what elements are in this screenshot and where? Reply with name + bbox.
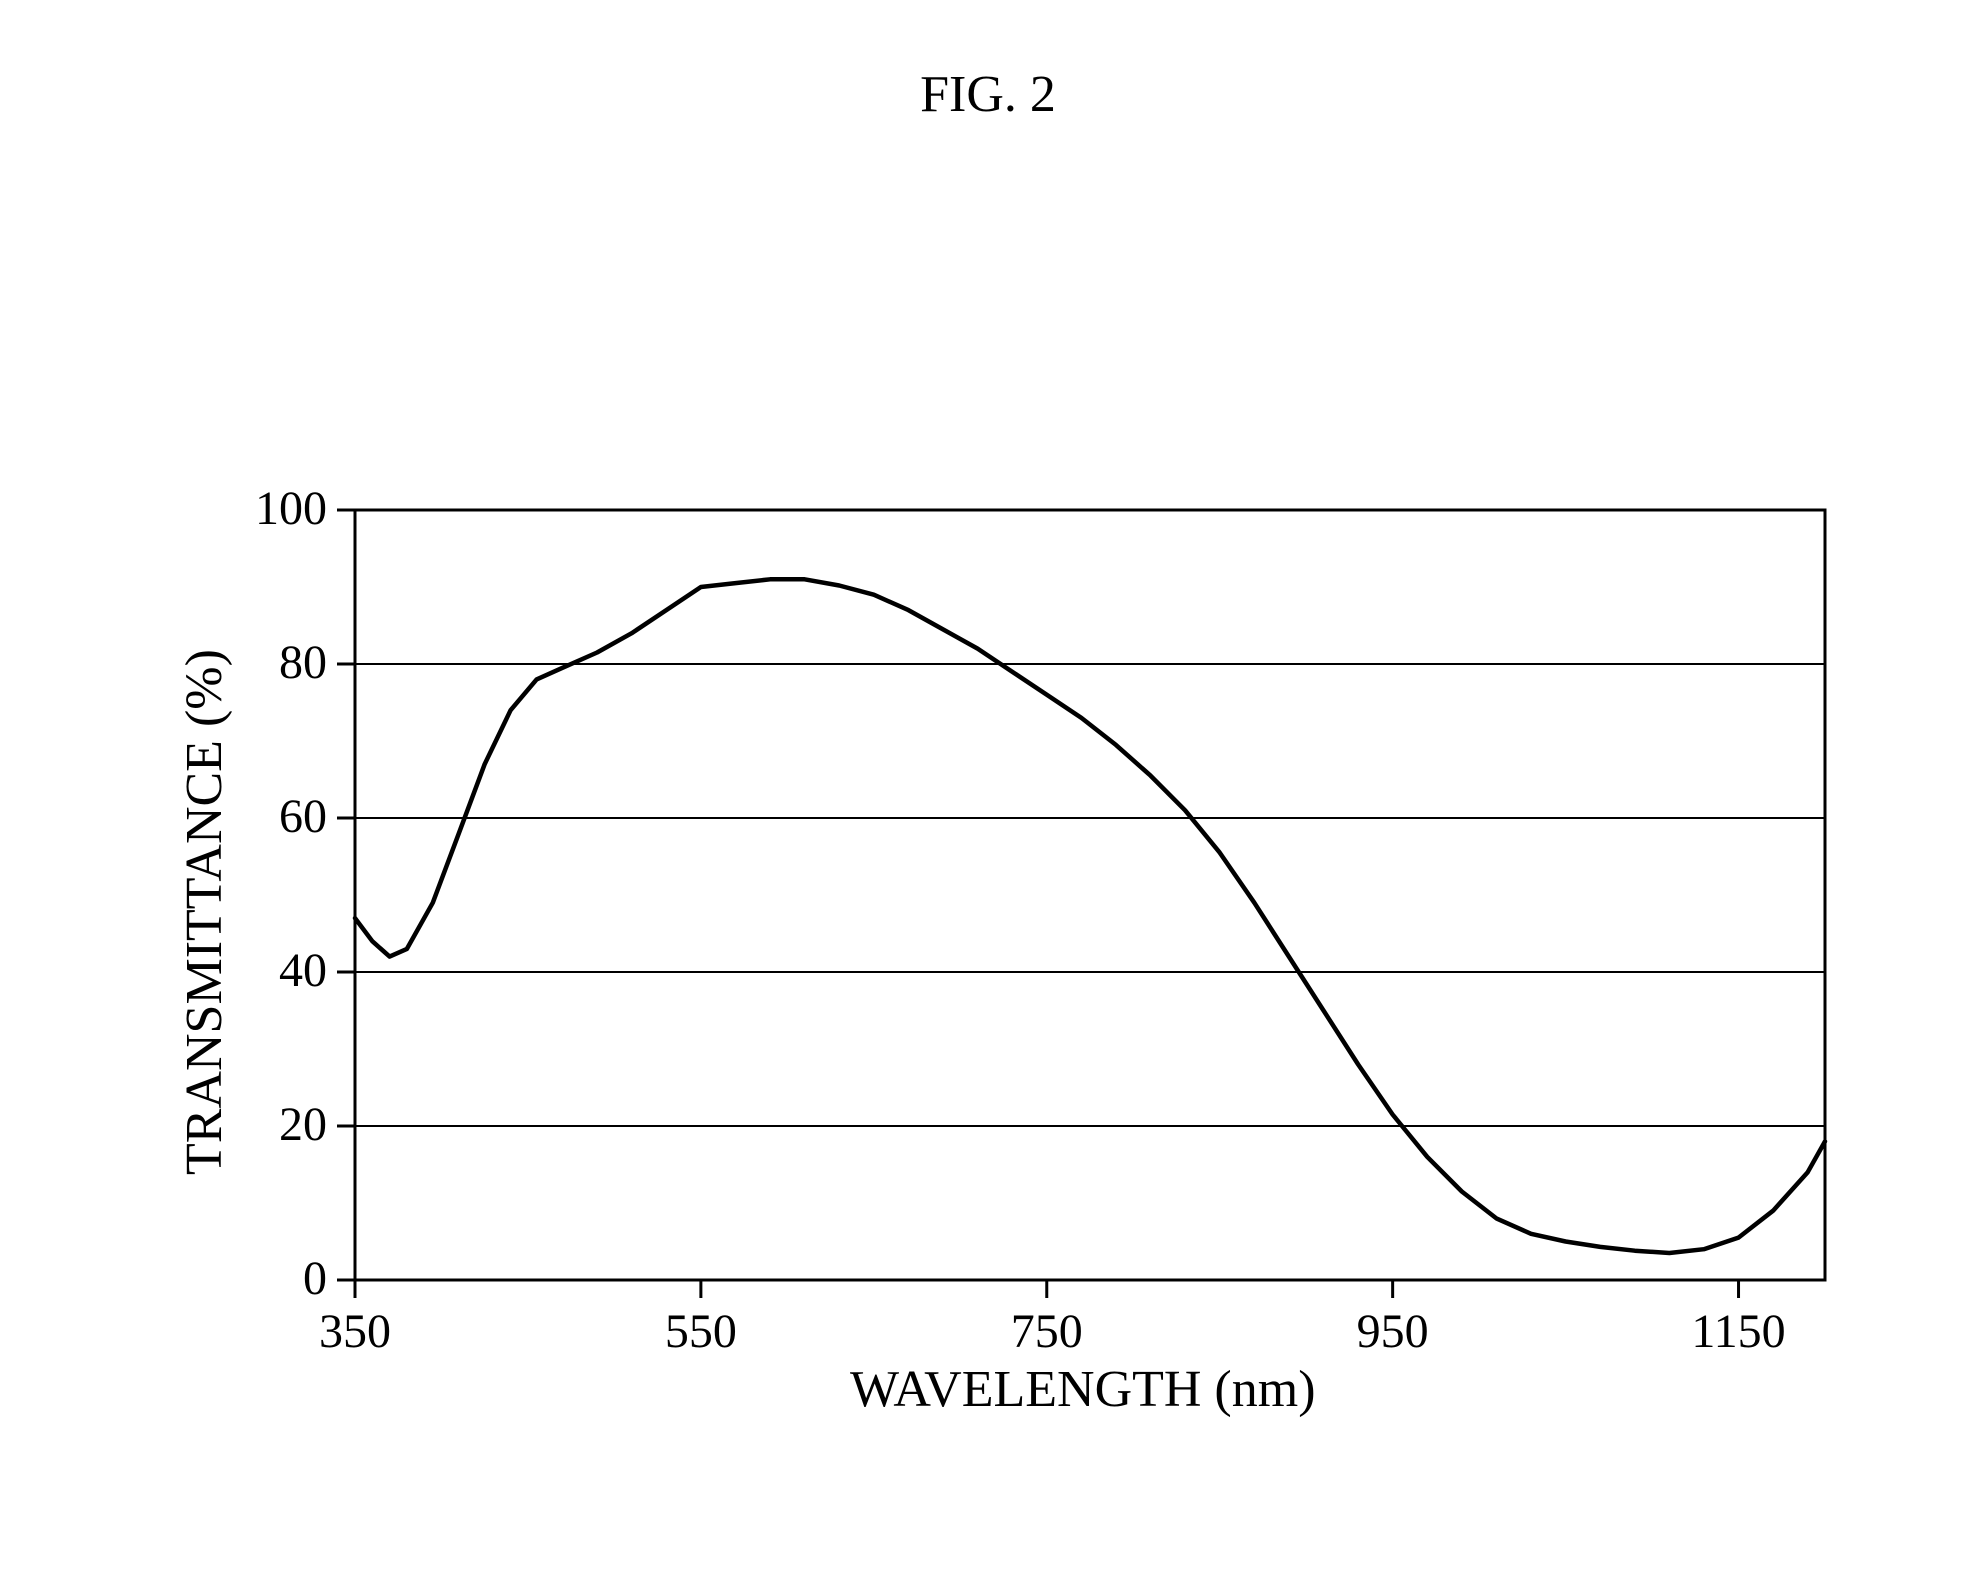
x-tick-label: 750 — [992, 1304, 1102, 1359]
transmittance-chart: 0 20 40 60 80 100 350 550 750 950 1150 T… — [120, 490, 1840, 1440]
y-tick-label: 0 — [303, 1251, 327, 1306]
y-axis-label: TRANSMITTANCE (%) — [175, 649, 234, 1175]
y-tick-label: 40 — [279, 943, 327, 998]
x-tick-label: 350 — [300, 1304, 410, 1359]
x-tick-label: 950 — [1338, 1304, 1448, 1359]
y-tick-label: 20 — [279, 1097, 327, 1152]
chart-svg — [120, 490, 1840, 1440]
figure-title: FIG. 2 — [0, 65, 1976, 124]
page: FIG. 2 0 20 40 60 80 100 350 550 750 950… — [0, 0, 1976, 1579]
x-axis-label: WAVELENGTH (nm) — [850, 1360, 1316, 1419]
y-tick-label: 80 — [279, 635, 327, 690]
y-tick-label: 100 — [255, 481, 327, 536]
x-tick-label: 1150 — [1684, 1304, 1794, 1359]
y-tick-label: 60 — [279, 789, 327, 844]
x-tick-label: 550 — [646, 1304, 756, 1359]
